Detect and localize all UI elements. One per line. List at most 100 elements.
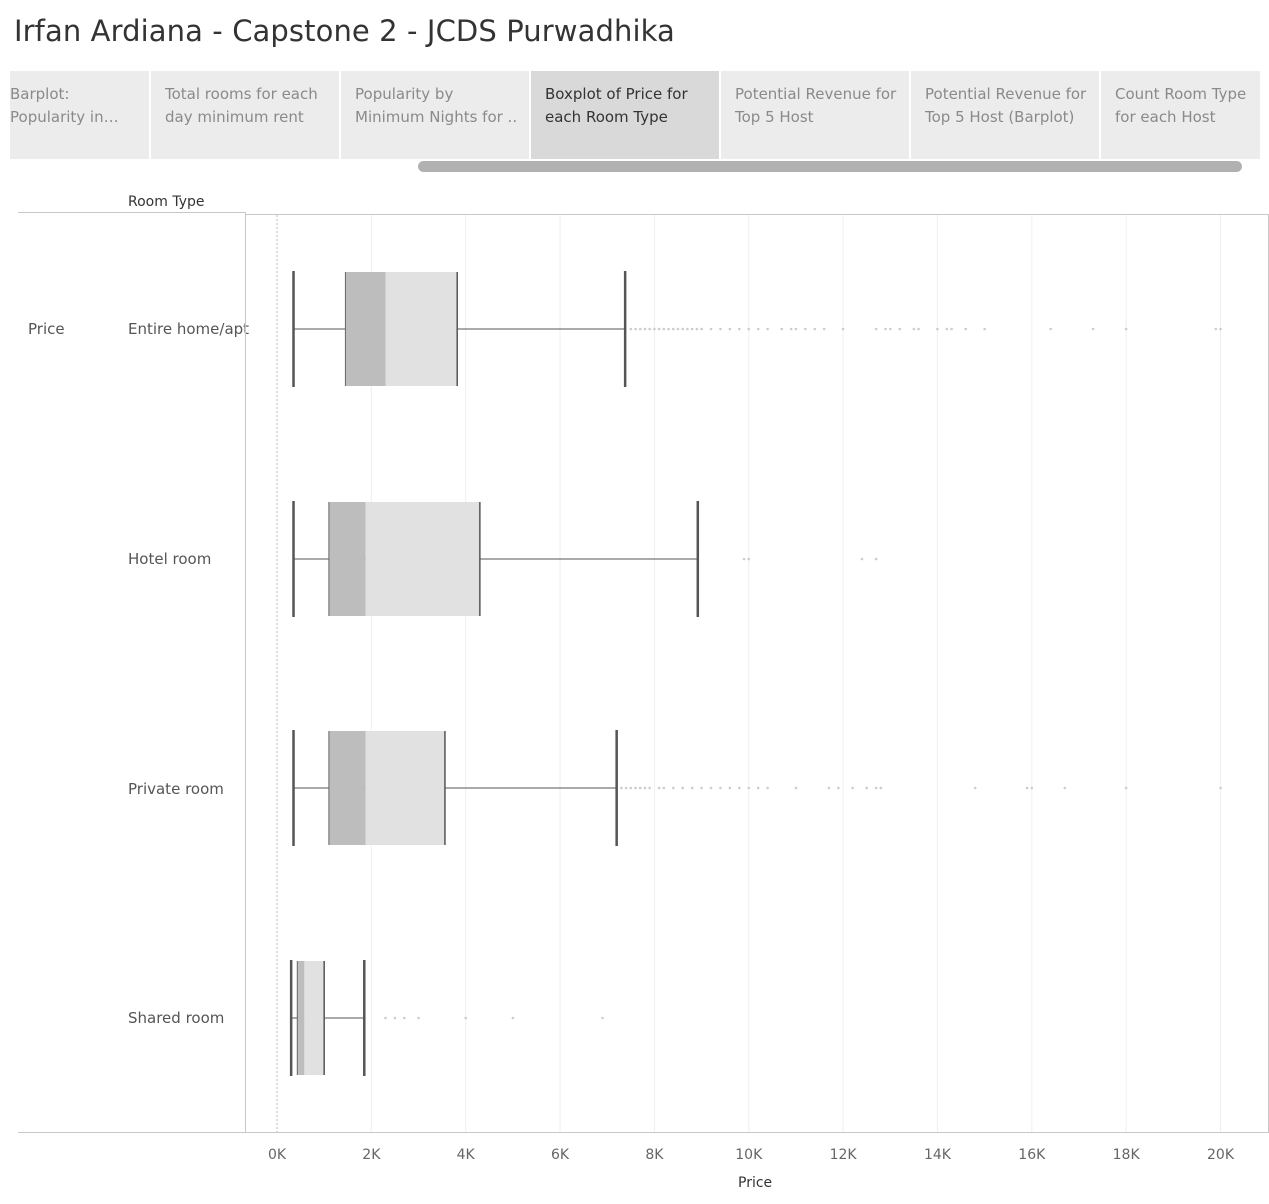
outlier-point xyxy=(912,327,916,331)
outlier-point xyxy=(865,786,868,790)
outlier-point xyxy=(1214,327,1218,331)
outlier-point xyxy=(634,786,637,790)
row-label-hotel-room: Hotel room xyxy=(128,550,212,568)
outlier-point xyxy=(879,786,883,790)
outlier-point xyxy=(813,327,817,331)
outlier-point xyxy=(667,327,670,331)
outlier-point xyxy=(851,786,854,790)
outlier-point xyxy=(780,327,784,331)
outlier-point xyxy=(629,786,633,790)
x-tick-label: 20K xyxy=(1207,1147,1235,1163)
measure-label-price: Price xyxy=(28,320,65,338)
outlier-point xyxy=(648,786,651,790)
outlier-point xyxy=(690,327,694,331)
outlier-point xyxy=(638,327,642,331)
pane-bottom-border xyxy=(18,1132,1269,1133)
outlier-point xyxy=(653,327,656,331)
outlier-point xyxy=(973,786,977,790)
tab-count-room-type[interactable]: Count Room Type for each Host xyxy=(1101,71,1260,159)
outlier-point xyxy=(945,327,949,331)
outlier-point xyxy=(1091,327,1095,331)
outlier-point xyxy=(789,327,793,331)
outlier-point xyxy=(511,1016,515,1020)
outlier-point xyxy=(648,327,651,331)
tab-label: Popularity by Minimum Nights for .. xyxy=(355,85,518,126)
x-axis-title: Price xyxy=(738,1175,773,1191)
row-label-private-room: Private room xyxy=(128,780,224,798)
tab-boxplot-price[interactable]: Boxplot of Price for each Room Type xyxy=(531,71,719,159)
outlier-point xyxy=(1025,786,1029,790)
outlier-point xyxy=(657,786,661,790)
outlier-point xyxy=(747,327,751,331)
outlier-point xyxy=(393,1016,397,1020)
tab-potential-revenue[interactable]: Potential Revenue for Top 5 Host xyxy=(721,71,909,159)
box-lower xyxy=(345,272,386,386)
outlier-point xyxy=(671,327,675,331)
outlier-point xyxy=(794,327,798,331)
tab-popularity-min-nights[interactable]: Popularity by Minimum Nights for .. xyxy=(341,71,529,159)
outlier-point xyxy=(742,557,746,561)
outlier-point xyxy=(1049,327,1052,331)
tabs-scrollbar[interactable] xyxy=(418,161,1242,172)
outlier-point xyxy=(884,327,887,331)
outlier-point xyxy=(738,786,741,790)
outlier-point xyxy=(983,327,986,331)
outlier-point xyxy=(917,327,920,331)
x-tick-label: 6K xyxy=(551,1147,570,1163)
x-tick-label: 0K xyxy=(268,1147,287,1163)
outlier-point xyxy=(756,327,760,331)
outlier-point xyxy=(1219,786,1222,790)
outlier-point xyxy=(950,327,953,331)
outlier-point xyxy=(700,327,703,331)
outlier-point xyxy=(643,786,647,790)
x-tick-label: 8K xyxy=(645,1147,664,1163)
outlier-point xyxy=(898,327,902,331)
x-tick-label: 16K xyxy=(1018,1147,1046,1163)
tab-potential-revenue-barplot[interactable]: Potential Revenue for Top 5 Host (Barplo… xyxy=(911,71,1099,159)
outlier-point xyxy=(643,327,647,331)
outlier-point xyxy=(747,786,751,790)
column-header-room-type: Room Type xyxy=(128,194,205,210)
outlier-point xyxy=(671,786,675,790)
outlier-point xyxy=(417,1016,420,1020)
x-tick-label: 14K xyxy=(924,1147,952,1163)
outlier-point xyxy=(794,786,798,790)
x-tick-label: 10K xyxy=(735,1147,763,1163)
outlier-point xyxy=(874,786,878,790)
outlier-point xyxy=(860,557,864,561)
tab-label: Potential Revenue for Top 5 Host xyxy=(735,85,897,126)
outlier-point xyxy=(1124,327,1128,331)
box-upper xyxy=(304,961,325,1075)
outlier-point xyxy=(1219,327,1222,331)
x-tick-label: 18K xyxy=(1113,1147,1141,1163)
outlier-point xyxy=(747,557,751,561)
tab-label: Total rooms for each day minimum rent xyxy=(165,85,318,126)
outlier-point xyxy=(766,327,769,331)
outlier-point xyxy=(695,327,699,331)
pane-left-border xyxy=(245,212,246,1132)
tab-label: Boxplot of Price for each Room Type xyxy=(545,85,688,126)
tab-label: Count Room Type for each Host xyxy=(1115,85,1247,126)
row-label-entire-home: Entire home/apt xyxy=(128,320,250,338)
outlier-point xyxy=(841,327,845,331)
outlier-point xyxy=(384,1016,387,1020)
pane-top-border xyxy=(245,214,1268,215)
outlier-point xyxy=(662,786,666,790)
outlier-point xyxy=(874,327,878,331)
box-lower xyxy=(328,502,366,616)
outlier-point xyxy=(804,327,807,331)
tab-total-rooms[interactable]: Total rooms for each day minimum rent xyxy=(151,71,339,159)
outlier-point xyxy=(822,327,826,331)
tab-barplot-popularity[interactable]: Barplot: Popularity in eac.. xyxy=(10,71,149,159)
outlier-point xyxy=(738,327,741,331)
x-tick-label: 12K xyxy=(830,1147,858,1163)
outlier-point xyxy=(719,327,722,331)
box-upper xyxy=(365,502,480,616)
outlier-point xyxy=(719,786,722,790)
tab-label: Barplot: Popularity in eac.. xyxy=(10,85,104,126)
outlier-point xyxy=(638,786,642,790)
x-tick-label: 2K xyxy=(362,1147,381,1163)
outlier-point xyxy=(1124,786,1128,790)
outlier-point xyxy=(936,327,939,331)
